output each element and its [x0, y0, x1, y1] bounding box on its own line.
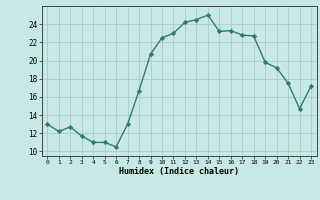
X-axis label: Humidex (Indice chaleur): Humidex (Indice chaleur) [119, 167, 239, 176]
